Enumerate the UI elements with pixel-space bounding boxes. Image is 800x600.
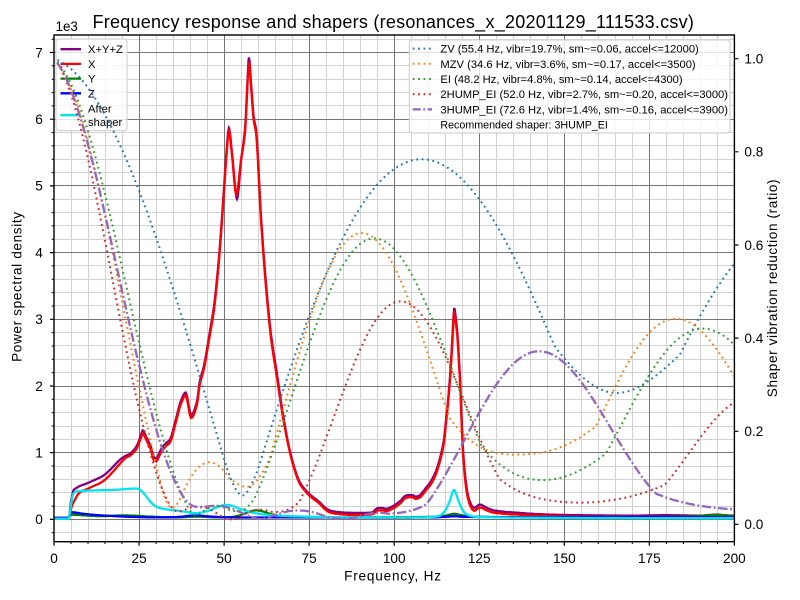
- svg-text:Shaper vibration reduction (ra: Shaper vibration reduction (ratio): [765, 179, 780, 397]
- svg-text:75: 75: [302, 551, 317, 566]
- svg-text:5: 5: [35, 179, 43, 194]
- svg-text:1e3: 1e3: [56, 19, 78, 34]
- svg-text:Y: Y: [88, 74, 96, 86]
- svg-text:MZV (34.6 Hz, vibr=3.6%, sm~=0: MZV (34.6 Hz, vibr=3.6%, sm~=0.17, accel…: [440, 59, 696, 71]
- svg-text:2HUMP_EI (52.0 Hz, vibr=2.7%,: 2HUMP_EI (52.0 Hz, vibr=2.7%, sm~=0.20, …: [440, 89, 728, 101]
- svg-text:6: 6: [35, 112, 43, 127]
- svg-text:After: After: [88, 104, 112, 116]
- svg-text:0: 0: [50, 551, 58, 566]
- svg-text:Frequency, Hz: Frequency, Hz: [344, 569, 442, 584]
- svg-text:4: 4: [35, 245, 43, 260]
- svg-text:Power spectral density: Power spectral density: [10, 211, 25, 362]
- svg-text:EI (48.2 Hz, vibr=4.8%, sm~=0.: EI (48.2 Hz, vibr=4.8%, sm~=0.14, accel<…: [440, 74, 682, 86]
- svg-text:ZV (55.4 Hz, vibr=19.7%, sm~=0: ZV (55.4 Hz, vibr=19.7%, sm~=0.06, accel…: [440, 44, 699, 56]
- svg-text:1: 1: [35, 446, 43, 461]
- svg-text:0.8: 0.8: [744, 145, 763, 160]
- svg-text:Recommended shaper: 3HUMP_EI: Recommended shaper: 3HUMP_EI: [440, 120, 608, 132]
- svg-text:1.0: 1.0: [744, 52, 763, 67]
- svg-text:175: 175: [638, 551, 661, 566]
- svg-text:X+Y+Z: X+Y+Z: [88, 44, 123, 56]
- svg-text:0.0: 0.0: [744, 517, 763, 532]
- svg-text:50: 50: [217, 551, 233, 566]
- svg-text:100: 100: [383, 551, 406, 566]
- svg-text:3HUMP_EI (72.6 Hz, vibr=1.4%,: 3HUMP_EI (72.6 Hz, vibr=1.4%, sm~=0.16, …: [440, 104, 728, 116]
- svg-text:7: 7: [35, 45, 43, 60]
- svg-text:200: 200: [723, 551, 746, 566]
- svg-text:0.4: 0.4: [744, 331, 763, 346]
- svg-text:125: 125: [468, 551, 491, 566]
- svg-text:shaper: shaper: [88, 117, 122, 129]
- svg-text:0.2: 0.2: [744, 424, 763, 439]
- svg-text:0: 0: [35, 512, 43, 527]
- svg-text:3: 3: [35, 312, 43, 327]
- svg-text:2: 2: [35, 379, 43, 394]
- svg-text:0.6: 0.6: [744, 238, 763, 253]
- svg-text:X: X: [88, 59, 96, 71]
- svg-text:25: 25: [132, 551, 147, 566]
- svg-text:150: 150: [553, 551, 576, 566]
- svg-text:Frequency response and shapers: Frequency response and shapers (resonanc…: [92, 12, 694, 33]
